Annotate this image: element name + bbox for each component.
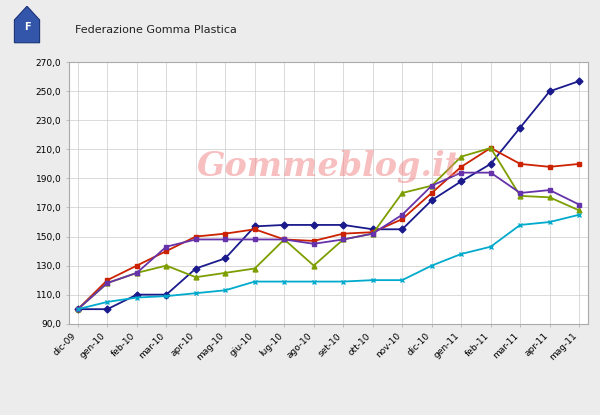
SMR 20 [192,275,199,280]
Text: F: F [23,22,31,32]
SMR 20 [340,237,347,242]
SMR 20 [251,266,259,271]
SMR 20 [458,154,465,159]
Line: SBR 1500: SBR 1500 [76,79,581,312]
LATTICE [310,241,317,246]
LATTICE [458,170,465,175]
SMR CV [192,234,199,239]
LATTICE [575,202,583,207]
SBR 1500 [133,292,140,297]
LATTICE [104,281,111,286]
NERO DI CARBONIO [192,290,199,295]
NERO DI CARBONIO [104,299,111,304]
SMR CV [340,231,347,236]
SMR CV [428,190,436,195]
Line: LATTICE: LATTICE [76,170,581,312]
SBR 1500 [458,179,465,184]
LATTICE [487,170,494,175]
Line: SMR 20: SMR 20 [76,146,581,312]
SMR CV [546,164,553,169]
SBR 1500 [546,89,553,94]
NERO DI CARBONIO [310,279,317,284]
SBR 1500 [251,224,259,229]
SMR 20 [575,208,583,213]
LATTICE [133,271,140,276]
LATTICE [74,307,82,312]
Polygon shape [14,6,40,43]
Line: SMR CV: SMR CV [76,146,581,312]
SMR CV [163,249,170,254]
NERO DI CARBONIO [546,220,553,225]
NERO DI CARBONIO [281,279,288,284]
SMR 20 [133,271,140,276]
SMR 20 [74,307,82,312]
Text: Gommeblog.it: Gommeblog.it [197,150,461,183]
SMR CV [310,238,317,243]
SMR 20 [221,271,229,276]
SMR 20 [487,145,494,150]
SMR CV [133,263,140,268]
SMR CV [398,217,406,222]
LATTICE [251,237,259,242]
SBR 1500 [575,78,583,83]
NERO DI CARBONIO [398,278,406,283]
SMR CV [487,145,494,150]
Text: Federazione Gomma Plastica: Federazione Gomma Plastica [75,25,237,35]
SBR 1500 [487,161,494,166]
LATTICE [428,183,436,188]
NERO DI CARBONIO [487,244,494,249]
NERO DI CARBONIO [369,278,376,283]
SBR 1500 [398,227,406,232]
LATTICE [340,237,347,242]
LATTICE [517,190,524,195]
NERO DI CARBONIO [221,288,229,293]
SMR 20 [398,190,406,195]
LATTICE [192,237,199,242]
SMR CV [369,229,376,234]
SMR 20 [369,231,376,236]
SMR 20 [517,193,524,198]
SBR 1500 [74,307,82,312]
SBR 1500 [281,222,288,227]
SBR 1500 [163,292,170,297]
SMR 20 [104,281,111,286]
NERO DI CARBONIO [74,307,82,312]
NERO DI CARBONIO [163,293,170,298]
SMR CV [104,278,111,283]
NERO DI CARBONIO [133,295,140,300]
SMR CV [281,237,288,242]
SMR CV [221,231,229,236]
SMR CV [575,161,583,166]
SMR 20 [546,195,553,200]
SMR CV [458,164,465,169]
LATTICE [546,188,553,193]
SBR 1500 [428,198,436,203]
SMR CV [74,307,82,312]
LATTICE [221,237,229,242]
SBR 1500 [221,256,229,261]
SBR 1500 [310,222,317,227]
SMR 20 [163,263,170,268]
LATTICE [398,212,406,217]
SMR 20 [281,237,288,242]
SMR 20 [310,263,317,268]
SMR CV [517,161,524,166]
SMR CV [251,227,259,232]
SBR 1500 [104,307,111,312]
NERO DI CARBONIO [458,251,465,256]
LATTICE [163,244,170,249]
NERO DI CARBONIO [340,279,347,284]
SBR 1500 [369,227,376,232]
SBR 1500 [517,125,524,130]
SMR 20 [428,183,436,188]
NERO DI CARBONIO [517,222,524,227]
LATTICE [369,231,376,236]
NERO DI CARBONIO [251,279,259,284]
SBR 1500 [192,266,199,271]
SBR 1500 [340,222,347,227]
LATTICE [281,237,288,242]
NERO DI CARBONIO [575,212,583,217]
NERO DI CARBONIO [428,263,436,268]
Line: NERO DI CARBONIO: NERO DI CARBONIO [76,212,581,312]
